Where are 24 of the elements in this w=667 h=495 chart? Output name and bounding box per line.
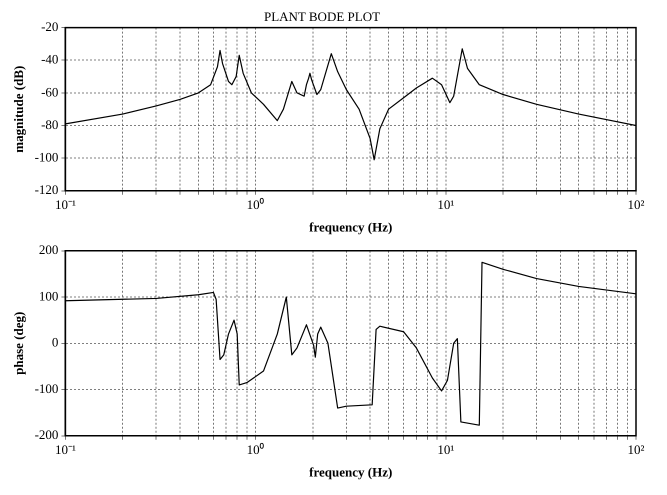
x-tick-label: 10¹ [437, 197, 454, 212]
y-tick-label: -80 [41, 116, 58, 132]
x-tick-label: 10¹ [437, 442, 454, 458]
y-axis-title: magnitude (dB) [11, 66, 26, 153]
y-tick-label: 0 [52, 334, 58, 350]
y-tick-label: -100 [34, 150, 58, 165]
x-tick-label: 10⁰ [246, 197, 265, 212]
y-tick-label: -100 [34, 380, 58, 396]
y-tick-label: -20 [41, 19, 58, 34]
y-tick-label: -60 [41, 84, 58, 100]
x-axis-title: frequency (Hz) [309, 464, 392, 480]
y-tick-label: 200 [38, 242, 58, 258]
x-tick-label: 10² [628, 442, 645, 458]
y-tick-label: -120 [34, 182, 58, 198]
y-tick-label: -40 [41, 52, 58, 67]
y-tick-label: 100 [38, 288, 58, 304]
x-tick-label: 10² [628, 197, 645, 212]
y-axis-title: phase (deg) [11, 312, 26, 375]
y-tick-label: -200 [34, 427, 58, 442]
chart-title: PLANT BODE PLOT [264, 9, 380, 24]
x-tick-label: 10⁻¹ [54, 197, 76, 212]
x-tick-label: 10⁻¹ [54, 442, 76, 458]
x-tick-label: 10⁰ [246, 442, 265, 458]
x-axis-title: frequency (Hz) [309, 220, 392, 235]
